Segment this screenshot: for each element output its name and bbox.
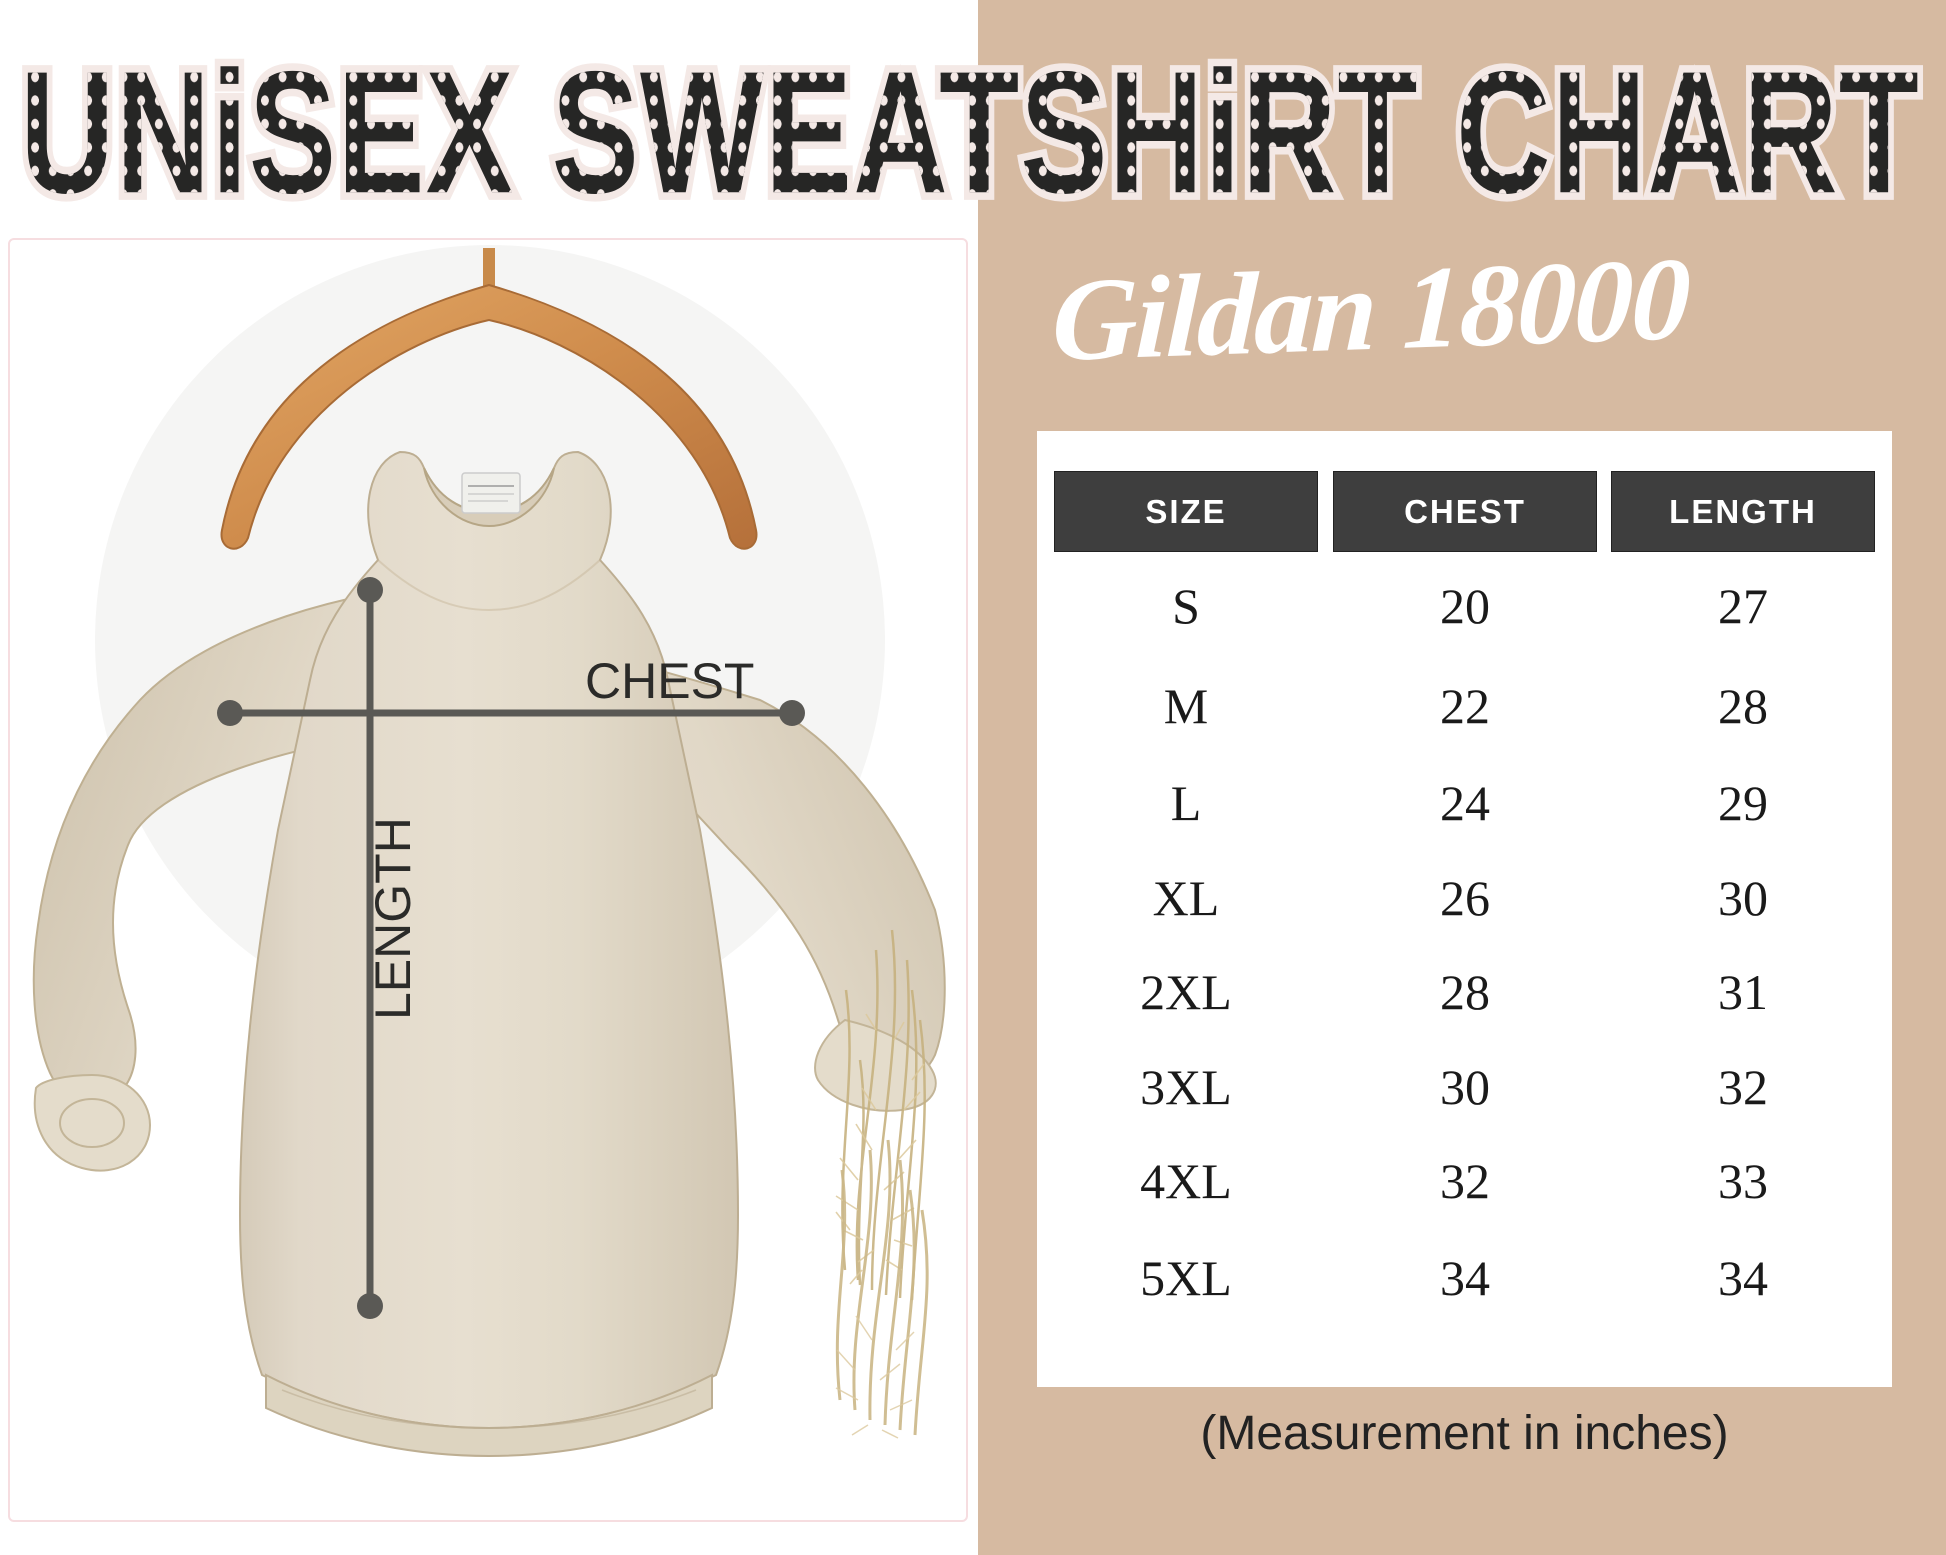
svg-text:LENGTH: LENGTH — [365, 817, 421, 1020]
svg-text:CHEST: CHEST — [585, 653, 754, 709]
